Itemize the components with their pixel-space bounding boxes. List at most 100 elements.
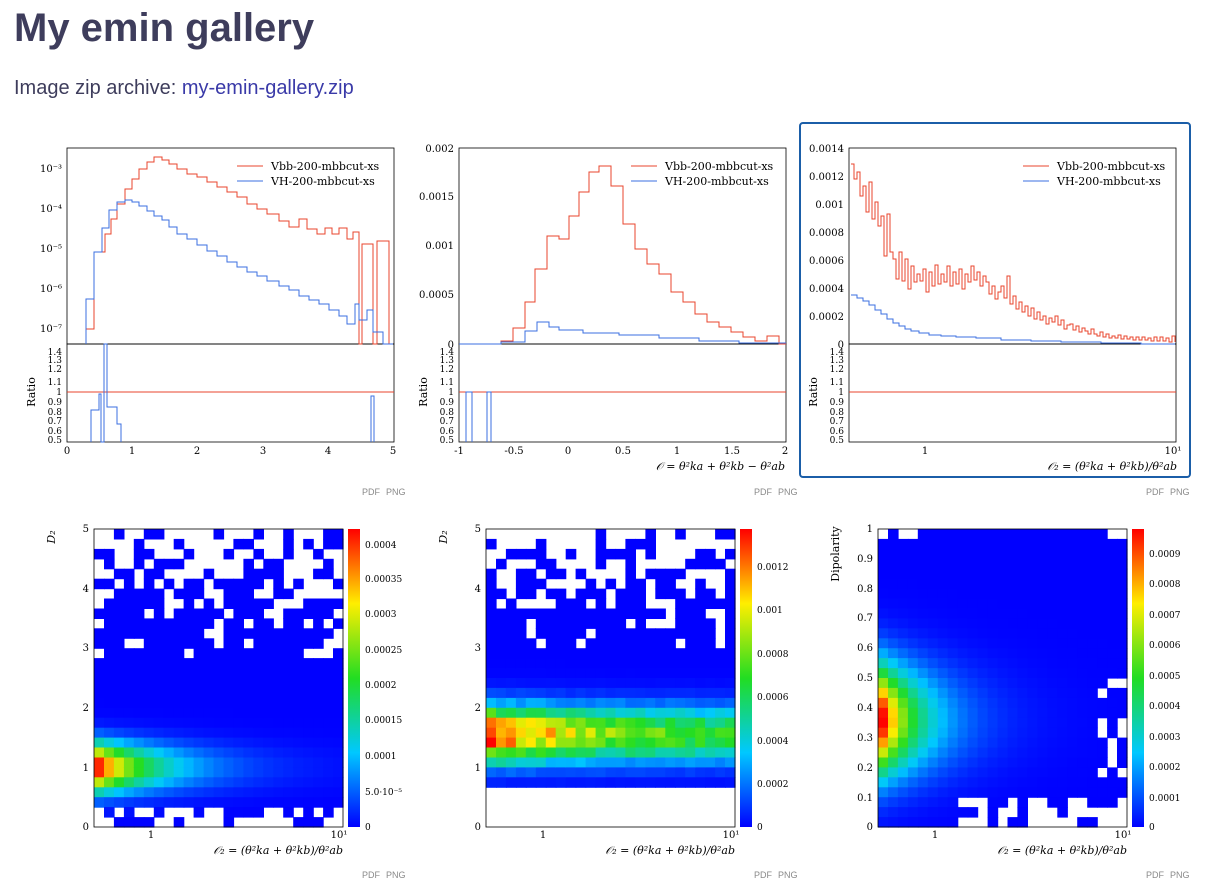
heatmap-cell	[1087, 568, 1098, 580]
pdf-link[interactable]: PDF	[754, 487, 772, 497]
pdf-link[interactable]: PDF	[1146, 870, 1164, 880]
heatmap-cell	[595, 668, 607, 679]
plot-2[interactable]: Vbb-200-mbbcut-xs VH-200-mbbcut-xs 0.002…	[407, 122, 799, 478]
heatmap-cell	[987, 707, 999, 719]
heatmap-cell	[947, 727, 959, 739]
colorbar-tick: 0	[365, 823, 371, 833]
pdf-link[interactable]: PDF	[362, 870, 380, 880]
heatmap-cell	[1097, 578, 1108, 590]
heatmap-cell	[937, 538, 949, 550]
heatmap-cell	[104, 727, 115, 739]
heatmap-cell	[907, 638, 919, 649]
png-link[interactable]: PNG	[386, 487, 406, 497]
heatmap-cell	[333, 737, 344, 749]
heatmap-cell	[888, 737, 899, 749]
heatmap-cell	[253, 777, 264, 788]
plot-5[interactable]: D₂ 5 4 3 2 1 0 0.0012 0.001 0.0008 0.000…	[407, 510, 799, 866]
heatmap-cell	[1037, 618, 1048, 629]
plot-6[interactable]: Dipolarity 1 0.9 0.8 0.7 0.6 0.5 0.4 0.3…	[799, 510, 1191, 866]
heatmap-cell	[133, 747, 145, 758]
heatmap-cell	[263, 747, 274, 758]
heatmap-cell	[1027, 767, 1038, 778]
heatmap-cell	[555, 668, 567, 679]
heatmap-cell	[1067, 538, 1078, 550]
heatmap-cell	[1117, 687, 1128, 699]
heatmap-cell	[525, 747, 537, 758]
heatmap-cell	[263, 727, 274, 739]
zip-archive-link[interactable]: my-emin-gallery.zip	[181, 77, 354, 99]
pdf-link[interactable]: PDF	[362, 487, 380, 497]
heatmap-cell	[1007, 668, 1019, 679]
heatmap-cell	[496, 707, 507, 719]
heatmap-cell	[1017, 717, 1028, 729]
heatmap-cell	[907, 658, 919, 669]
heatmap-cell	[133, 558, 145, 570]
heatmap-cell	[283, 668, 294, 679]
heatmap-cell	[545, 588, 557, 600]
heatmap-cell	[685, 767, 696, 778]
heatmap-cell	[695, 757, 706, 768]
heatmap-cell	[907, 717, 919, 729]
y-tick-label: 0	[867, 822, 873, 833]
heatmap-cell	[545, 767, 557, 778]
png-link[interactable]: PNG	[778, 870, 798, 880]
heatmap-cell	[987, 598, 999, 609]
heatmap-cell	[1117, 658, 1128, 669]
heatmap-cell	[555, 648, 567, 659]
heatmap-cell	[937, 668, 949, 679]
pdf-link[interactable]: PDF	[1146, 487, 1164, 497]
heatmap-cell	[193, 628, 205, 639]
heatmap-cell	[675, 628, 686, 639]
heatmap-cells	[94, 529, 344, 828]
heatmap-cell	[193, 767, 205, 778]
heatmap-cell	[263, 618, 274, 629]
heatmap-cell	[263, 628, 274, 639]
png-link[interactable]: PNG	[1170, 487, 1190, 497]
heatmap-cell	[917, 558, 929, 570]
heatmap-cell	[897, 727, 909, 739]
heatmap-cell	[907, 687, 919, 699]
ratio-tick: 0.5	[830, 436, 845, 446]
heatmap-cell	[333, 658, 344, 669]
pdf-link[interactable]: PDF	[754, 870, 772, 880]
heatmap-cell	[645, 727, 656, 739]
heatmap-cell	[193, 807, 205, 818]
heatmap-cell	[123, 648, 135, 659]
heatmap-cell	[595, 747, 607, 758]
heatmap-cell	[313, 608, 324, 619]
png-link[interactable]: PNG	[386, 870, 406, 880]
heatmap-cell	[725, 747, 736, 758]
heatmap-cell	[153, 717, 165, 729]
heatmap-cell	[957, 578, 969, 590]
heatmap-cell	[253, 737, 264, 749]
heatmap-cell	[635, 777, 646, 788]
y-tick-label: 2	[83, 703, 89, 714]
png-link[interactable]: PNG	[1170, 870, 1190, 880]
png-link[interactable]: PNG	[778, 487, 798, 497]
heatmap-cell	[957, 568, 969, 580]
heatmap-cell	[997, 568, 1009, 580]
plot-3[interactable]: Vbb-200-mbbcut-xs VH-200-mbbcut-xs 0.001…	[799, 122, 1191, 478]
heatmap-cell	[233, 717, 244, 729]
heatmap-cell	[585, 727, 597, 739]
plot-4[interactable]: D₂ 5 4 3 2 1 0 0.0004 0.00035 0.0003 0.0…	[15, 510, 407, 866]
heatmap-cell	[293, 777, 304, 788]
heatmap-cell	[104, 648, 115, 659]
heatmap-cell	[133, 697, 145, 709]
heatmap-cell	[917, 757, 929, 768]
heatmap-cell	[1117, 548, 1128, 560]
heatmap-cell	[163, 747, 175, 758]
heatmap-cell	[1057, 598, 1068, 609]
heatmap-cell	[977, 727, 989, 739]
heatmap-cell	[675, 697, 686, 709]
heatmap-cell	[486, 717, 497, 729]
heatmap-cell	[486, 638, 497, 649]
heatmap-cell	[333, 678, 344, 689]
heatmap-cell	[163, 777, 175, 788]
heatmap-cell	[173, 797, 185, 808]
plot-1[interactable]: Vbb-200-mbbcut-xs VH-200-mbbcut-xs 10⁻³ …	[15, 122, 407, 478]
heatmap-cell	[927, 578, 939, 590]
heatmap-cell	[496, 767, 507, 778]
heatmap-cell	[163, 578, 175, 590]
heatmap-cell	[263, 658, 274, 669]
